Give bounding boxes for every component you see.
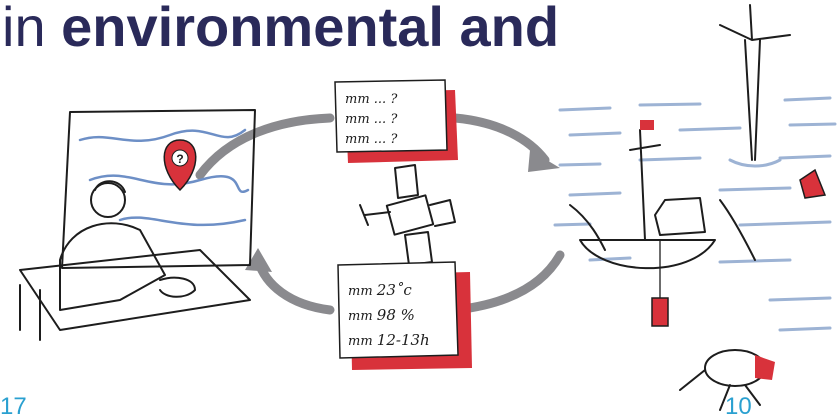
page-right: 10 [725, 393, 752, 419]
sea-scene [555, 5, 835, 410]
title-regular: in [2, 0, 46, 58]
answer-note: mm 23˚c mm 98 % mm 12-13h [338, 262, 472, 370]
scribble: mm ... ? [345, 92, 398, 107]
scribble: mm ... ? [345, 132, 398, 147]
svg-text:mm 98 %: mm 98 % [348, 306, 415, 324]
svg-text:?: ? [176, 152, 183, 166]
scribble: mm ... ? [345, 112, 398, 127]
note-line: 23˚c [376, 281, 413, 299]
svg-text:mm 23˚c: mm 23˚c [348, 281, 412, 299]
svg-text:mm 12-13h: mm 12-13h [348, 331, 430, 349]
title-bold: environmental and [61, 0, 559, 58]
query-note: mm ... ? mm ... ? mm ... ? [335, 80, 458, 163]
satellite [360, 165, 455, 265]
title: in environmental and [2, 0, 559, 58]
note-line: 12-13h [377, 331, 430, 349]
page-left: 17 [0, 393, 27, 419]
note-line: 98 % [377, 306, 415, 324]
slide: in environmental and ? mm ... ? mm ... ?… [0, 0, 837, 419]
workstation: ? [20, 110, 255, 340]
